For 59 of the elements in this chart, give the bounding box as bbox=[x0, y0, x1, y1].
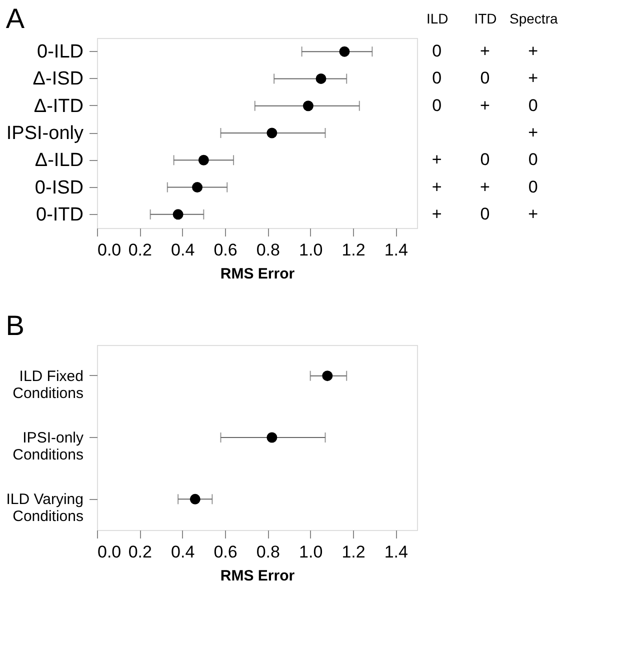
x-axis-title: RMS Error bbox=[220, 266, 295, 282]
x-tick-label: 1.4 bbox=[384, 240, 408, 260]
x-tick-label: 0.2 bbox=[128, 542, 152, 562]
text: 0 bbox=[480, 150, 490, 170]
y-tick-label: Δ-ITD bbox=[34, 96, 84, 117]
point bbox=[339, 46, 350, 57]
text: + bbox=[480, 96, 490, 115]
category-label: ILD bbox=[426, 10, 448, 26]
x-tick-label: 0.4 bbox=[171, 542, 195, 562]
y-tick-label: 0-ILD bbox=[37, 42, 84, 63]
y-tick-label: ILD Fixed Conditions bbox=[12, 368, 84, 402]
text: + bbox=[528, 204, 538, 224]
x-tick-label: 0.2 bbox=[128, 240, 152, 260]
text: + bbox=[432, 177, 442, 196]
x-axis-title: RMS Error bbox=[220, 568, 295, 584]
text: 0 bbox=[432, 68, 442, 88]
x-tick-label: 0.6 bbox=[214, 542, 238, 562]
text: 0 bbox=[528, 96, 538, 115]
text: + bbox=[432, 204, 442, 224]
point bbox=[266, 128, 278, 138]
text: 0 bbox=[480, 68, 490, 88]
x-tick-label: 0.0 bbox=[98, 542, 122, 562]
text: + bbox=[528, 42, 538, 61]
text: + bbox=[432, 150, 442, 170]
y-tick-label: Δ-ILD bbox=[34, 150, 84, 172]
category-label: ITD bbox=[474, 10, 497, 26]
x-tick-label: 0.8 bbox=[256, 542, 280, 562]
y-tick-label: IPSI-only Conditions bbox=[12, 430, 84, 464]
x-tick-label: 1.2 bbox=[342, 542, 366, 562]
x-tick-label: 0.0 bbox=[98, 240, 122, 260]
point bbox=[192, 182, 203, 193]
x-tick-label: 0.4 bbox=[171, 240, 195, 260]
x-tick-label: 1.0 bbox=[299, 542, 323, 562]
chart-title: A bbox=[6, 3, 25, 34]
text: 0 bbox=[528, 150, 538, 170]
text: 0 bbox=[480, 204, 490, 224]
x-tick-label: 1.0 bbox=[299, 240, 323, 260]
point bbox=[316, 73, 326, 84]
point bbox=[198, 154, 209, 166]
text: 0 bbox=[432, 42, 442, 61]
x-tick-label: 1.4 bbox=[384, 542, 408, 562]
text: + bbox=[528, 123, 538, 142]
text: + bbox=[480, 42, 490, 61]
y-tick-label: IPSI-only bbox=[6, 123, 84, 144]
y-tick-label: 0-ITD bbox=[36, 204, 84, 226]
text: + bbox=[528, 68, 538, 88]
text: 0 bbox=[432, 96, 442, 115]
x-tick-label: 1.2 bbox=[342, 240, 366, 260]
point bbox=[302, 100, 314, 112]
y-tick-label: 0-ISD bbox=[34, 177, 84, 198]
y-tick-label: Δ-ISD bbox=[32, 68, 84, 90]
text: + bbox=[480, 177, 490, 196]
x-tick-label: 0.6 bbox=[214, 240, 238, 260]
text: 0 bbox=[528, 177, 538, 196]
y-tick-label: ILD Varying Conditions bbox=[6, 491, 84, 526]
x-tick-label: 0.8 bbox=[256, 240, 280, 260]
chart-title: B bbox=[6, 310, 24, 341]
point bbox=[172, 209, 184, 220]
category-label: Spectra bbox=[510, 10, 558, 26]
